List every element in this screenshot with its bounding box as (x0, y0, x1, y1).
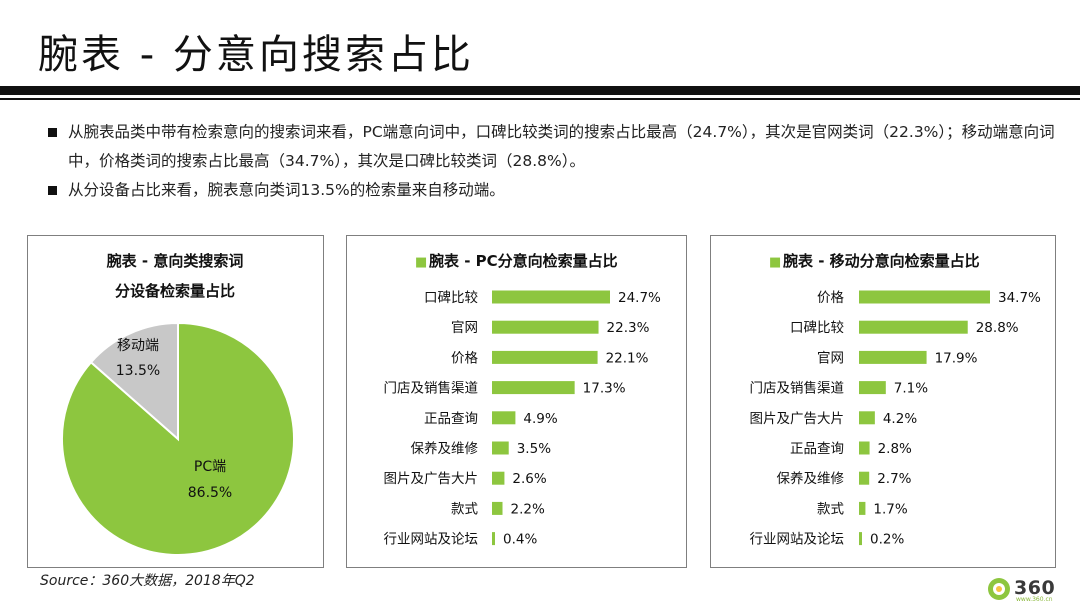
pie-label-pc: PC端 (194, 459, 226, 475)
bar (492, 501, 503, 515)
pie-title-line-2: 分设备检索量占比 (115, 282, 235, 300)
value-label: 34.7% (998, 290, 1041, 306)
value-label: 22.3% (607, 320, 650, 336)
pie-value-pc: 86.5% (188, 485, 232, 501)
category-label: 图片及广告大片 (384, 471, 479, 487)
mobile-bar-chart-panel: ■ 腕表 - 移动分意向检索量占比 价格 34.7% 口碑比较 28.8% 官网 17.9… (710, 235, 1056, 568)
value-label: 2.6% (512, 471, 546, 487)
pc-bar-chart-panel: ■ 腕表 - PC分意向检索量占比 口碑比较 24.7% 官网 22.3% 价格 22.1… (346, 235, 687, 568)
category-label: 行业网站及论坛 (750, 532, 845, 548)
category-label: 价格 (817, 290, 845, 306)
legend-marker: ■ (769, 255, 781, 270)
summary-bullets: 从腕表品类中带有检索意向的搜索词来看，PC端意向词中，口碑比较类词的搜索占比最高… (46, 118, 1056, 205)
bullet-item: 从分设备占比来看，腕表意向类词13.5%的检索量来自移动端。 (46, 176, 1056, 205)
bar (859, 501, 866, 515)
value-label: 2.8% (878, 441, 912, 457)
bar (492, 320, 599, 334)
pie-label-mobile: 移动端 (117, 338, 159, 354)
pie-chart: 腕表 - 意向类搜索词 分设备检索量占比 移动端 13.5% PC端 86.5% (61, 252, 295, 556)
category-label: 行业网站及论坛 (384, 532, 479, 548)
bar (492, 532, 495, 546)
value-label: 7.1% (894, 381, 928, 397)
value-label: 17.9% (935, 350, 978, 366)
category-label: 门店及销售渠道 (384, 381, 479, 397)
value-label: 1.7% (873, 501, 907, 517)
bar (859, 532, 862, 546)
category-label: 口碑比较 (790, 320, 844, 336)
value-label: 2.7% (877, 471, 911, 487)
bar (859, 290, 990, 304)
category-label: 官网 (817, 350, 844, 366)
value-label: 2.2% (511, 501, 545, 517)
bar (492, 441, 509, 455)
value-label: 0.4% (503, 532, 537, 548)
value-label: 4.2% (883, 411, 917, 427)
logo-center-icon (996, 586, 1002, 592)
pie-title-line-1: 腕表 - 意向类搜索词 (107, 252, 244, 270)
value-label: 22.1% (606, 350, 649, 366)
mobile-bar-chart: ■ 腕表 - 移动分意向检索量占比 价格 34.7% 口碑比较 28.8% 官网 17.9… (750, 252, 1042, 548)
bar (492, 411, 516, 425)
title-divider-thin (0, 98, 1080, 100)
brand-logo (988, 578, 1010, 600)
mobile-chart-title: 腕表 - 移动分意向检索量占比 (783, 252, 980, 270)
category-label: 官网 (451, 320, 478, 336)
bar (492, 350, 598, 364)
bar (859, 350, 927, 364)
logo-subtext: www.360.cn (1016, 596, 1053, 603)
logo-text: 360 (1014, 577, 1056, 599)
value-label: 24.7% (618, 290, 661, 306)
category-label: 正品查询 (790, 441, 844, 457)
title-divider-thick (0, 86, 1080, 95)
category-label: 口碑比较 (424, 290, 478, 306)
page-title: 腕表 - 分意向搜索占比 (38, 32, 474, 78)
category-label: 价格 (451, 350, 478, 366)
value-label: 4.9% (523, 411, 557, 427)
category-label: 门店及销售渠道 (750, 381, 845, 397)
pie-slice-mobile (89, 321, 179, 442)
bar (859, 320, 968, 334)
bar (492, 290, 610, 304)
source-note: Source：360大数据，2018年Q2 (40, 573, 255, 589)
pc-chart-title: 腕表 - PC分意向检索量占比 (429, 252, 618, 270)
bar (859, 411, 875, 425)
category-label: 款式 (817, 501, 845, 517)
value-label: 3.5% (517, 441, 551, 457)
bullet-item: 从腕表品类中带有检索意向的搜索词来看，PC端意向词中，口碑比较类词的搜索占比最高… (46, 118, 1056, 176)
pie-chart-panel: 腕表 - 意向类搜索词 分设备检索量占比 移动端 13.5% PC端 86.5% (27, 235, 324, 568)
category-label: 正品查询 (424, 411, 478, 427)
category-label: 保养及维修 (777, 471, 845, 487)
bar (859, 471, 870, 485)
category-label: 图片及广告大片 (750, 411, 845, 427)
bar (859, 381, 886, 395)
value-label: 17.3% (583, 381, 626, 397)
value-label: 0.2% (870, 532, 904, 548)
pie-value-mobile: 13.5% (116, 363, 160, 379)
category-label: 款式 (451, 501, 478, 517)
pc-bar-chart: ■ 腕表 - PC分意向检索量占比 口碑比较 24.7% 官网 22.3% 价格 22.1… (384, 252, 662, 548)
bar (859, 441, 870, 455)
category-label: 保养及维修 (411, 441, 479, 457)
value-label: 28.8% (976, 320, 1019, 336)
legend-marker: ■ (415, 255, 427, 270)
bar (492, 381, 575, 395)
bar (492, 471, 505, 485)
